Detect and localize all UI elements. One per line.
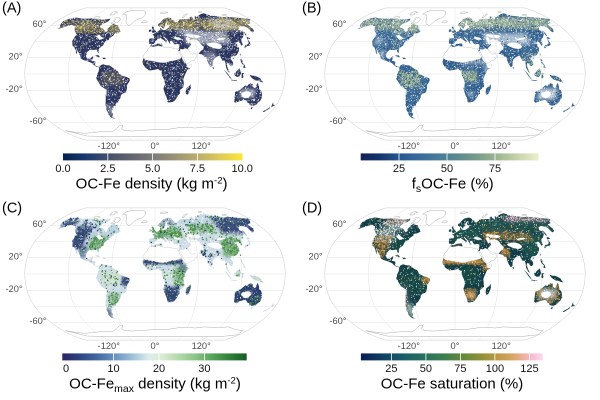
svg-text:OC-Fe density (kg m-2): OC-Fe density (kg m-2) bbox=[76, 176, 228, 193]
svg-text:60°: 60° bbox=[332, 219, 346, 229]
svg-text:30: 30 bbox=[198, 363, 210, 375]
svg-text:60°: 60° bbox=[332, 19, 346, 29]
svg-text:75: 75 bbox=[454, 363, 466, 375]
svg-text:120°: 120° bbox=[492, 341, 512, 351]
svg-text:20°: 20° bbox=[9, 251, 23, 261]
svg-text:75: 75 bbox=[489, 163, 501, 175]
svg-text:60°: 60° bbox=[32, 19, 46, 29]
svg-text:(D): (D) bbox=[302, 201, 322, 217]
svg-text:-60°: -60° bbox=[29, 116, 46, 126]
svg-text:-20°: -20° bbox=[305, 84, 322, 94]
svg-text:0°: 0° bbox=[451, 341, 460, 351]
svg-text:OC-Fe saturation (%): OC-Fe saturation (%) bbox=[381, 376, 524, 393]
svg-text:20°: 20° bbox=[9, 51, 23, 61]
svg-text:120°: 120° bbox=[192, 141, 212, 151]
svg-text:(A): (A) bbox=[2, 1, 21, 17]
svg-text:0.0: 0.0 bbox=[55, 163, 70, 175]
svg-text:fsOC-Fe (%): fsOC-Fe (%) bbox=[412, 176, 494, 195]
svg-text:50: 50 bbox=[441, 163, 453, 175]
svg-text:-60°: -60° bbox=[29, 316, 46, 326]
svg-text:0°: 0° bbox=[451, 141, 460, 151]
svg-text:-120°: -120° bbox=[98, 341, 121, 351]
svg-text:-120°: -120° bbox=[398, 341, 421, 351]
svg-text:0: 0 bbox=[63, 363, 69, 375]
svg-text:2.5: 2.5 bbox=[100, 163, 115, 175]
svg-text:-120°: -120° bbox=[398, 141, 421, 151]
svg-text:-60°: -60° bbox=[329, 316, 346, 326]
svg-text:20°: 20° bbox=[309, 51, 323, 61]
svg-text:0°: 0° bbox=[151, 341, 160, 351]
svg-text:10: 10 bbox=[107, 363, 119, 375]
svg-text:-20°: -20° bbox=[5, 284, 22, 294]
svg-text:120°: 120° bbox=[192, 341, 212, 351]
svg-text:-120°: -120° bbox=[98, 141, 121, 151]
svg-text:60°: 60° bbox=[32, 219, 46, 229]
svg-text:25: 25 bbox=[385, 363, 397, 375]
svg-text:(C): (C) bbox=[2, 201, 22, 217]
svg-text:5.0: 5.0 bbox=[145, 163, 160, 175]
svg-text:20°: 20° bbox=[309, 251, 323, 261]
svg-text:OC-Femax density (kg m-2): OC-Femax density (kg m-2) bbox=[69, 376, 241, 395]
svg-text:-20°: -20° bbox=[5, 84, 22, 94]
svg-text:0°: 0° bbox=[151, 141, 160, 151]
svg-text:100: 100 bbox=[486, 363, 504, 375]
svg-text:-60°: -60° bbox=[329, 116, 346, 126]
svg-text:-20°: -20° bbox=[305, 284, 322, 294]
svg-text:120°: 120° bbox=[492, 141, 512, 151]
svg-text:50: 50 bbox=[420, 363, 432, 375]
svg-text:125: 125 bbox=[520, 363, 538, 375]
svg-text:(B): (B) bbox=[302, 1, 321, 17]
svg-text:7.5: 7.5 bbox=[190, 163, 205, 175]
svg-text:20: 20 bbox=[153, 363, 165, 375]
svg-text:25: 25 bbox=[393, 163, 405, 175]
svg-text:10.0: 10.0 bbox=[231, 163, 252, 175]
